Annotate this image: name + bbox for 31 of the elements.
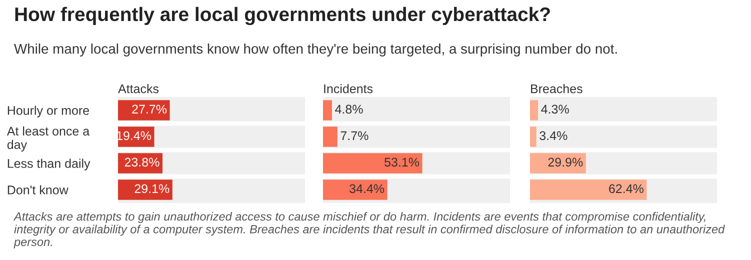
data-label: 29.1%	[134, 184, 170, 194]
data-label: 53.1%	[384, 158, 420, 167]
data-label: 4.3%	[541, 104, 569, 114]
bar	[323, 100, 332, 120]
bar	[118, 153, 163, 174]
data-label: 19.4%	[116, 131, 152, 140]
text: Attacks are attempts to gain unauthorized access to cause mischief or do harm. Incidents are events that compromise confidentiality, integrity or availability of a computer system. Breaches are incidents that result in confirmed disclosure of information to an unauthorized person.	[13, 212, 725, 248]
x-axis-title: Breaches	[531, 84, 582, 94]
data-label: 34.4%	[350, 184, 384, 194]
data-label: 7.7%	[340, 131, 368, 140]
chart-subtitle: While many local governments know how often they're being targeted, a surprising number do not.	[14, 44, 617, 56]
x-axis-title: Attacks	[118, 84, 159, 94]
bar	[323, 126, 338, 147]
bar	[118, 180, 172, 200]
bar	[118, 100, 170, 120]
bar	[118, 126, 154, 147]
data-label: 23.8%	[124, 158, 160, 167]
bar	[530, 153, 586, 174]
data-label: 27.7%	[132, 104, 167, 114]
y-tick-label: Don't know	[8, 185, 68, 194]
y-tick-label: At least once a day	[6, 126, 90, 152]
chart-title: How frequently are local governments under cyberattack?	[15, 6, 550, 26]
data-label: 3.4%	[540, 131, 568, 140]
bar	[530, 126, 536, 147]
data-label: 29.9%	[548, 158, 583, 167]
y-tick-label: Hourly or more	[8, 106, 89, 118]
y-tick-label: Less than daily	[8, 158, 90, 170]
data-label: 62.4%	[609, 184, 644, 194]
x-axis-title: Incidents	[324, 84, 373, 94]
bar	[530, 100, 538, 120]
data-label: 4.8%	[335, 104, 363, 114]
